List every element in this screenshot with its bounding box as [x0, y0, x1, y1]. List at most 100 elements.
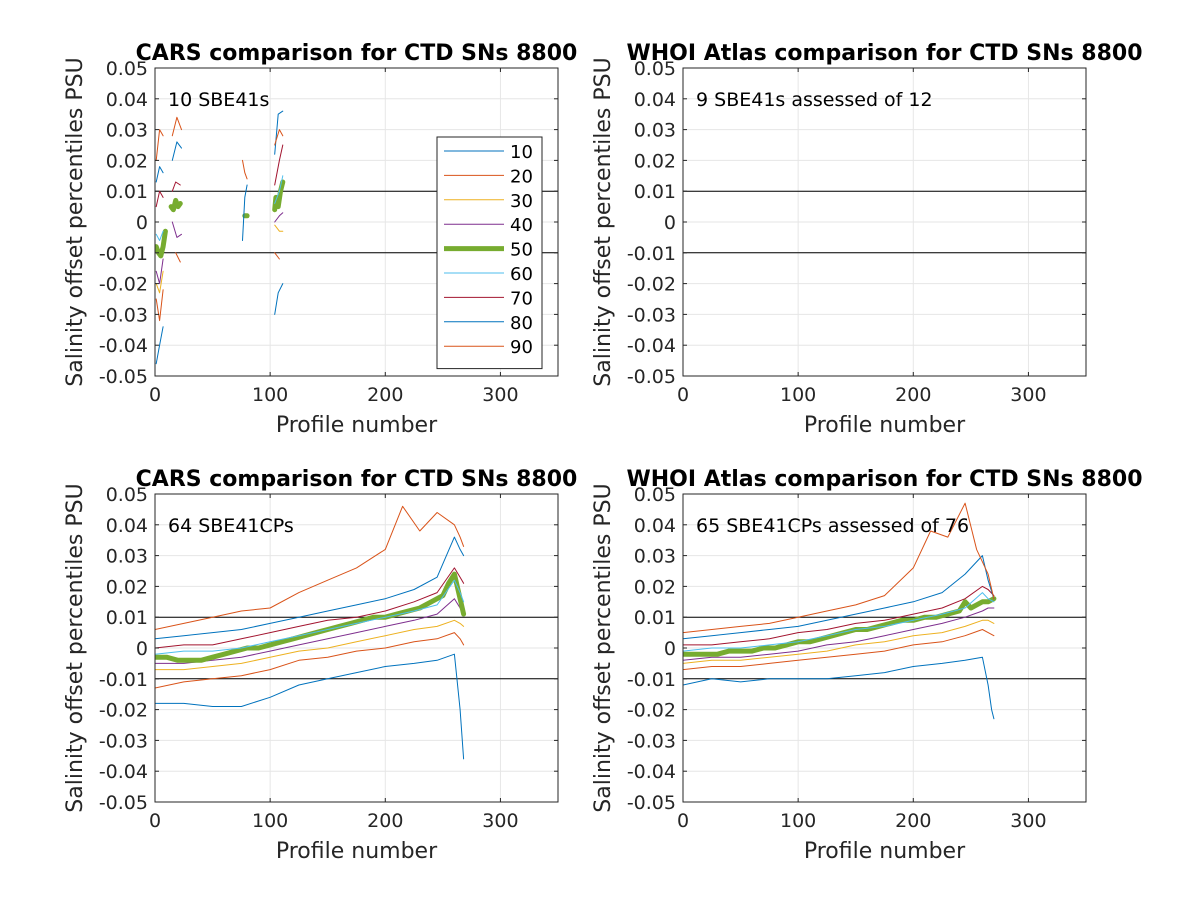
y-tick-label: -0.02 [627, 274, 676, 296]
series-line-p70 [155, 190, 164, 208]
y-tick-label: -0.04 [627, 335, 676, 357]
x-tick-label: 200 [367, 384, 403, 406]
series-line-p80 [242, 184, 248, 241]
legend-label-p70: 70 [510, 288, 533, 309]
series-line-p20 [274, 252, 280, 260]
x-tick-label: 300 [482, 384, 518, 406]
series-line-p50 [168, 197, 183, 213]
y-tick-label: 0.03 [634, 546, 676, 568]
series-line-p10 [155, 326, 164, 365]
series-line-p90 [683, 502, 995, 634]
series-line-p70 [155, 567, 465, 649]
series-line-p30 [155, 270, 164, 294]
annotation-text: 9 SBE41s assessed of 12 [696, 89, 933, 111]
series-group [155, 505, 467, 760]
y-tick-label: -0.04 [99, 761, 148, 783]
legend-label-p80: 80 [510, 313, 533, 334]
x-tick-label: 300 [1010, 384, 1046, 406]
y-tick-label: -0.01 [627, 243, 676, 265]
series-line-p70 [171, 181, 181, 192]
annotation-text: 65 SBE41CPs assessed of 76 [696, 515, 969, 537]
panels: 0 100 200 300-0.05-0.04-0.03-0.02-0.0100.01… [63, 41, 1143, 864]
legend-label-p20: 20 [510, 166, 533, 187]
series-line-p90 [242, 159, 248, 180]
x-tick-label: 300 [1010, 810, 1046, 832]
y-tick-label: -0.02 [627, 700, 676, 722]
series-group [683, 502, 997, 720]
series-line-p40 [171, 221, 182, 238]
y-tick-label: -0.03 [99, 304, 148, 326]
series-line-p70 [683, 585, 995, 646]
series-line-p90 [155, 505, 465, 630]
y-tick-label: -0.04 [99, 335, 148, 357]
y-tick-label: 0.02 [634, 150, 676, 172]
y-tick-label: -0.03 [627, 304, 676, 326]
y-tick-label: -0.05 [99, 792, 148, 814]
y-tick-label: 0.05 [634, 484, 676, 506]
chart-title: WHOI Atlas comparison for CTD SNs 8800 [626, 41, 1142, 66]
y-tick-label: 0.02 [106, 150, 148, 172]
chart-title: WHOI Atlas comparison for CTD SNs 8800 [626, 467, 1142, 492]
y-tick-label: 0.01 [106, 181, 148, 203]
y-axis-label: Salinity offset percentiles PSU [591, 483, 616, 812]
y-tick-label: 0.04 [634, 515, 676, 537]
x-tick-label: 100 [780, 384, 816, 406]
legend-label-p10: 10 [510, 142, 533, 163]
series-line-p30 [274, 224, 284, 232]
y-tick-label: -0.05 [627, 366, 676, 388]
series-line-p90 [171, 116, 182, 137]
series-line-p60 [274, 175, 284, 204]
y-tick-label: 0 [136, 638, 148, 660]
panel-3: 0 100 200 300 -0.05 -0.04 -0.03 -0.02 -0.01 0 0.01… [63, 467, 577, 864]
x-tick-label: 0 [149, 810, 161, 832]
x-tick-label: 100 [252, 384, 288, 406]
legend-label-p90: 90 [510, 337, 533, 358]
y-tick-label: 0.05 [106, 58, 148, 80]
legend-label-p50: 50 [510, 240, 533, 261]
series-line-p10 [155, 653, 465, 760]
panel-2: 0 100 200 300 -0.05 -0.04 -0.03 -0.02 -0.01 0 0.01… [591, 41, 1143, 438]
series-line-p60 [155, 230, 164, 241]
y-tick-label: 0.02 [106, 576, 148, 598]
series-line-p10 [683, 656, 995, 720]
x-axis-label: Profile number [804, 839, 966, 864]
x-tick-label: 100 [780, 810, 816, 832]
y-tick-label: 0.05 [106, 484, 148, 506]
y-tick-label: 0.01 [106, 607, 148, 629]
x-axis-label: Profile number [276, 839, 438, 864]
series-line-p20 [155, 632, 465, 689]
series-line-p60 [155, 579, 465, 655]
y-tick-label: 0 [664, 638, 676, 660]
x-tick-label: 100 [252, 810, 288, 832]
x-tick-label: 300 [482, 810, 518, 832]
y-tick-label: -0.02 [99, 700, 148, 722]
y-tick-label: 0.04 [106, 515, 148, 537]
series-line-p50 [155, 228, 168, 259]
y-tick-label: 0.04 [634, 89, 676, 111]
y-tick-label: -0.01 [99, 669, 148, 691]
y-tick-label: 0.03 [634, 120, 676, 142]
y-tick-label: 0.03 [106, 120, 148, 142]
y-tick-label: 0.02 [634, 576, 676, 598]
y-tick-label: -0.03 [99, 730, 148, 752]
series-line-p20 [683, 629, 995, 671]
series-line-p80 [155, 166, 164, 183]
series-line-p60 [683, 592, 995, 652]
series-line-p40 [274, 212, 284, 223]
x-tick-label: 200 [895, 384, 931, 406]
legend-label-p30: 30 [510, 191, 533, 212]
series-line-p30 [155, 619, 465, 671]
series-line-p40 [155, 598, 465, 664]
y-tick-label: -0.02 [99, 274, 148, 296]
annotation-text: 10 SBE41s [168, 89, 269, 111]
series-line-p80 [683, 555, 995, 640]
y-tick-label: 0.01 [634, 181, 676, 203]
x-axis-label: Profile number [276, 413, 438, 438]
panel-1: 0 100 200 300 -0.05 -0.04 -0.03 -0.02 -0.01 0 0.01… [63, 41, 577, 438]
series-line-p20 [175, 252, 181, 263]
series-line-p40 [683, 607, 995, 661]
series-line-p10 [274, 283, 284, 315]
chart-title: CARS comparison for CTD SNs 8800 [136, 467, 578, 492]
series-line-p70 [274, 144, 284, 186]
